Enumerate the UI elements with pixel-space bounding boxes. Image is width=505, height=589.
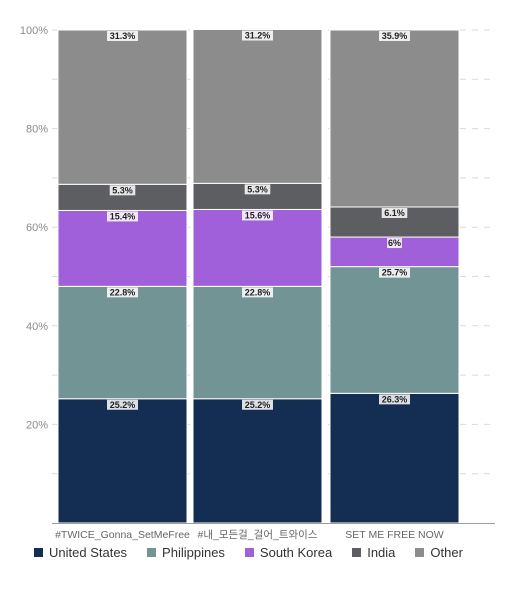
y-tick-label: 100% — [20, 25, 48, 37]
legend-label: India — [367, 545, 396, 560]
data-label: 22.8% — [110, 287, 136, 297]
bar-segment — [57, 29, 188, 185]
legend-swatch — [244, 548, 254, 557]
legend-swatch — [415, 548, 425, 557]
bar-segment — [192, 29, 323, 184]
data-label-bg — [107, 399, 138, 410]
legend-swatch — [352, 548, 362, 557]
data-label-bg — [107, 211, 138, 222]
y-tick-label: 60% — [26, 222, 48, 234]
bar-segment — [329, 29, 460, 208]
data-label-bg — [242, 30, 273, 41]
chart-legend: United States Philippines South Korea India… — [34, 545, 463, 560]
data-label: 25.7% — [382, 268, 408, 278]
data-label-bg — [387, 238, 402, 249]
bar-segment — [57, 398, 188, 524]
data-label: 6.1% — [384, 208, 405, 218]
data-label: 6% — [388, 238, 401, 248]
legend-item[interactable]: Philippines — [147, 545, 225, 560]
data-label: 22.8% — [245, 287, 271, 297]
data-label-bg — [242, 210, 273, 221]
bar-segment — [192, 398, 323, 524]
data-label-bg — [242, 287, 273, 298]
data-label: 15.6% — [245, 210, 271, 220]
legend-item[interactable]: South Korea — [244, 545, 333, 560]
data-label: 26.3% — [382, 394, 408, 404]
bar-segment — [192, 285, 323, 400]
y-tick-label: 20% — [26, 419, 48, 431]
bar-stack: 25.2% 22.8% 15.4% 5.3% 31.3% — [57, 29, 188, 524]
legend-swatch — [34, 548, 43, 557]
bar-segment — [329, 266, 460, 394]
data-label: 15.4% — [110, 211, 136, 221]
legend-label: Philippines — [162, 545, 225, 560]
data-label-bg — [381, 207, 408, 218]
data-label: 5.3% — [112, 185, 133, 195]
bar-stack: 25.2% 22.8% 15.6% 5.3% 31.2% — [192, 29, 323, 524]
data-label-bg — [109, 185, 136, 196]
legend-label: South Korea — [259, 545, 333, 560]
legend-swatch — [147, 548, 157, 557]
data-label-bg — [107, 31, 138, 41]
legend-item[interactable]: United States — [34, 545, 127, 560]
data-label: 35.9% — [382, 31, 408, 41]
data-label: 31.2% — [245, 31, 271, 41]
bar-stack: 26.3% 25.7% 6% 6.1% 35.9% — [329, 29, 460, 524]
legend-item[interactable]: India — [352, 545, 395, 560]
legend-label: United States — [49, 545, 128, 560]
bar-segment — [329, 392, 460, 524]
bar-segment — [329, 236, 460, 268]
data-label-bg — [379, 394, 410, 405]
data-label-bg — [242, 399, 273, 410]
x-category-label: SET ME FREE NOW — [345, 529, 443, 541]
bar-segment — [57, 285, 188, 400]
x-category-label: #TWICE_Gonna_SetMeFree — [55, 529, 190, 541]
y-tick-label: 80% — [26, 124, 48, 136]
legend-item[interactable]: Other — [415, 545, 463, 560]
bar-segment — [57, 209, 188, 287]
data-label-bg — [107, 287, 138, 298]
data-label-bg — [244, 184, 271, 195]
y-tick-label: 40% — [26, 321, 48, 333]
data-label-bg — [379, 267, 410, 278]
bar-segment — [192, 208, 323, 287]
x-category-label: #내_모든걸_걸어_트와이스 — [198, 528, 318, 541]
data-label-bg — [379, 31, 410, 41]
data-label: 31.3% — [110, 31, 136, 41]
legend-label: Other — [430, 545, 463, 560]
data-label: 25.2% — [245, 400, 271, 410]
data-label: 5.3% — [247, 184, 268, 194]
data-label: 25.2% — [110, 400, 136, 410]
